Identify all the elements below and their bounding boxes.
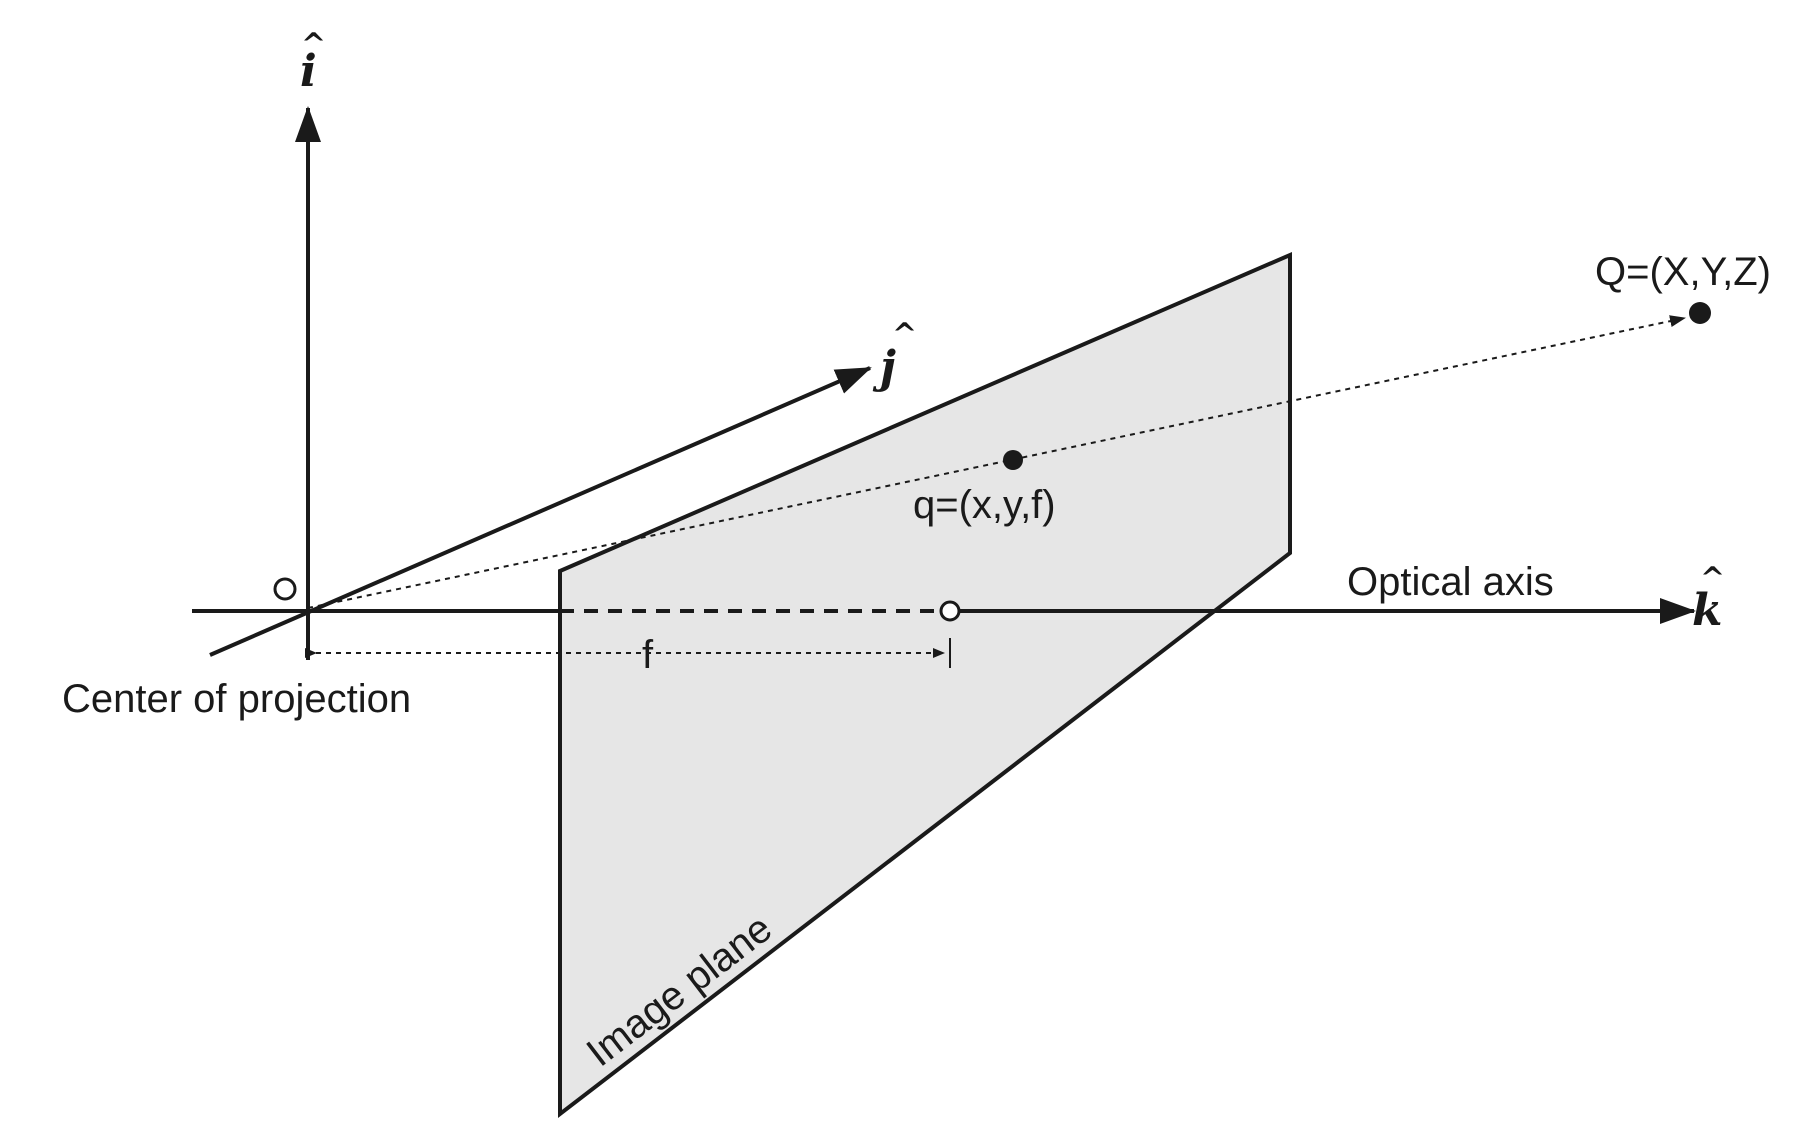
principal-point-circle [939,600,961,622]
focal-length-label: f [642,633,654,677]
projection-ray [307,315,1686,609]
k-axis-label: k [1692,585,1723,636]
image-plane [558,251,1292,1119]
k-axis-hat: ^ [1700,561,1725,596]
j-axis-hat: ^ [892,317,917,352]
point-Q-label: Q=(X,Y,Z) [1595,250,1771,294]
point-Q-dot [1689,302,1711,324]
optical-axis-label: Optical axis [1347,560,1554,604]
i-axis-label: i [300,46,317,97]
center-of-projection-circle [273,577,297,601]
j-axis-line [209,366,872,657]
point-q-label: q=(x,y,f) [913,483,1056,527]
i-axis-hat: ^ [301,27,326,62]
center-of-projection-label: Center of projection [62,677,411,721]
point-q-dot [1003,450,1023,470]
